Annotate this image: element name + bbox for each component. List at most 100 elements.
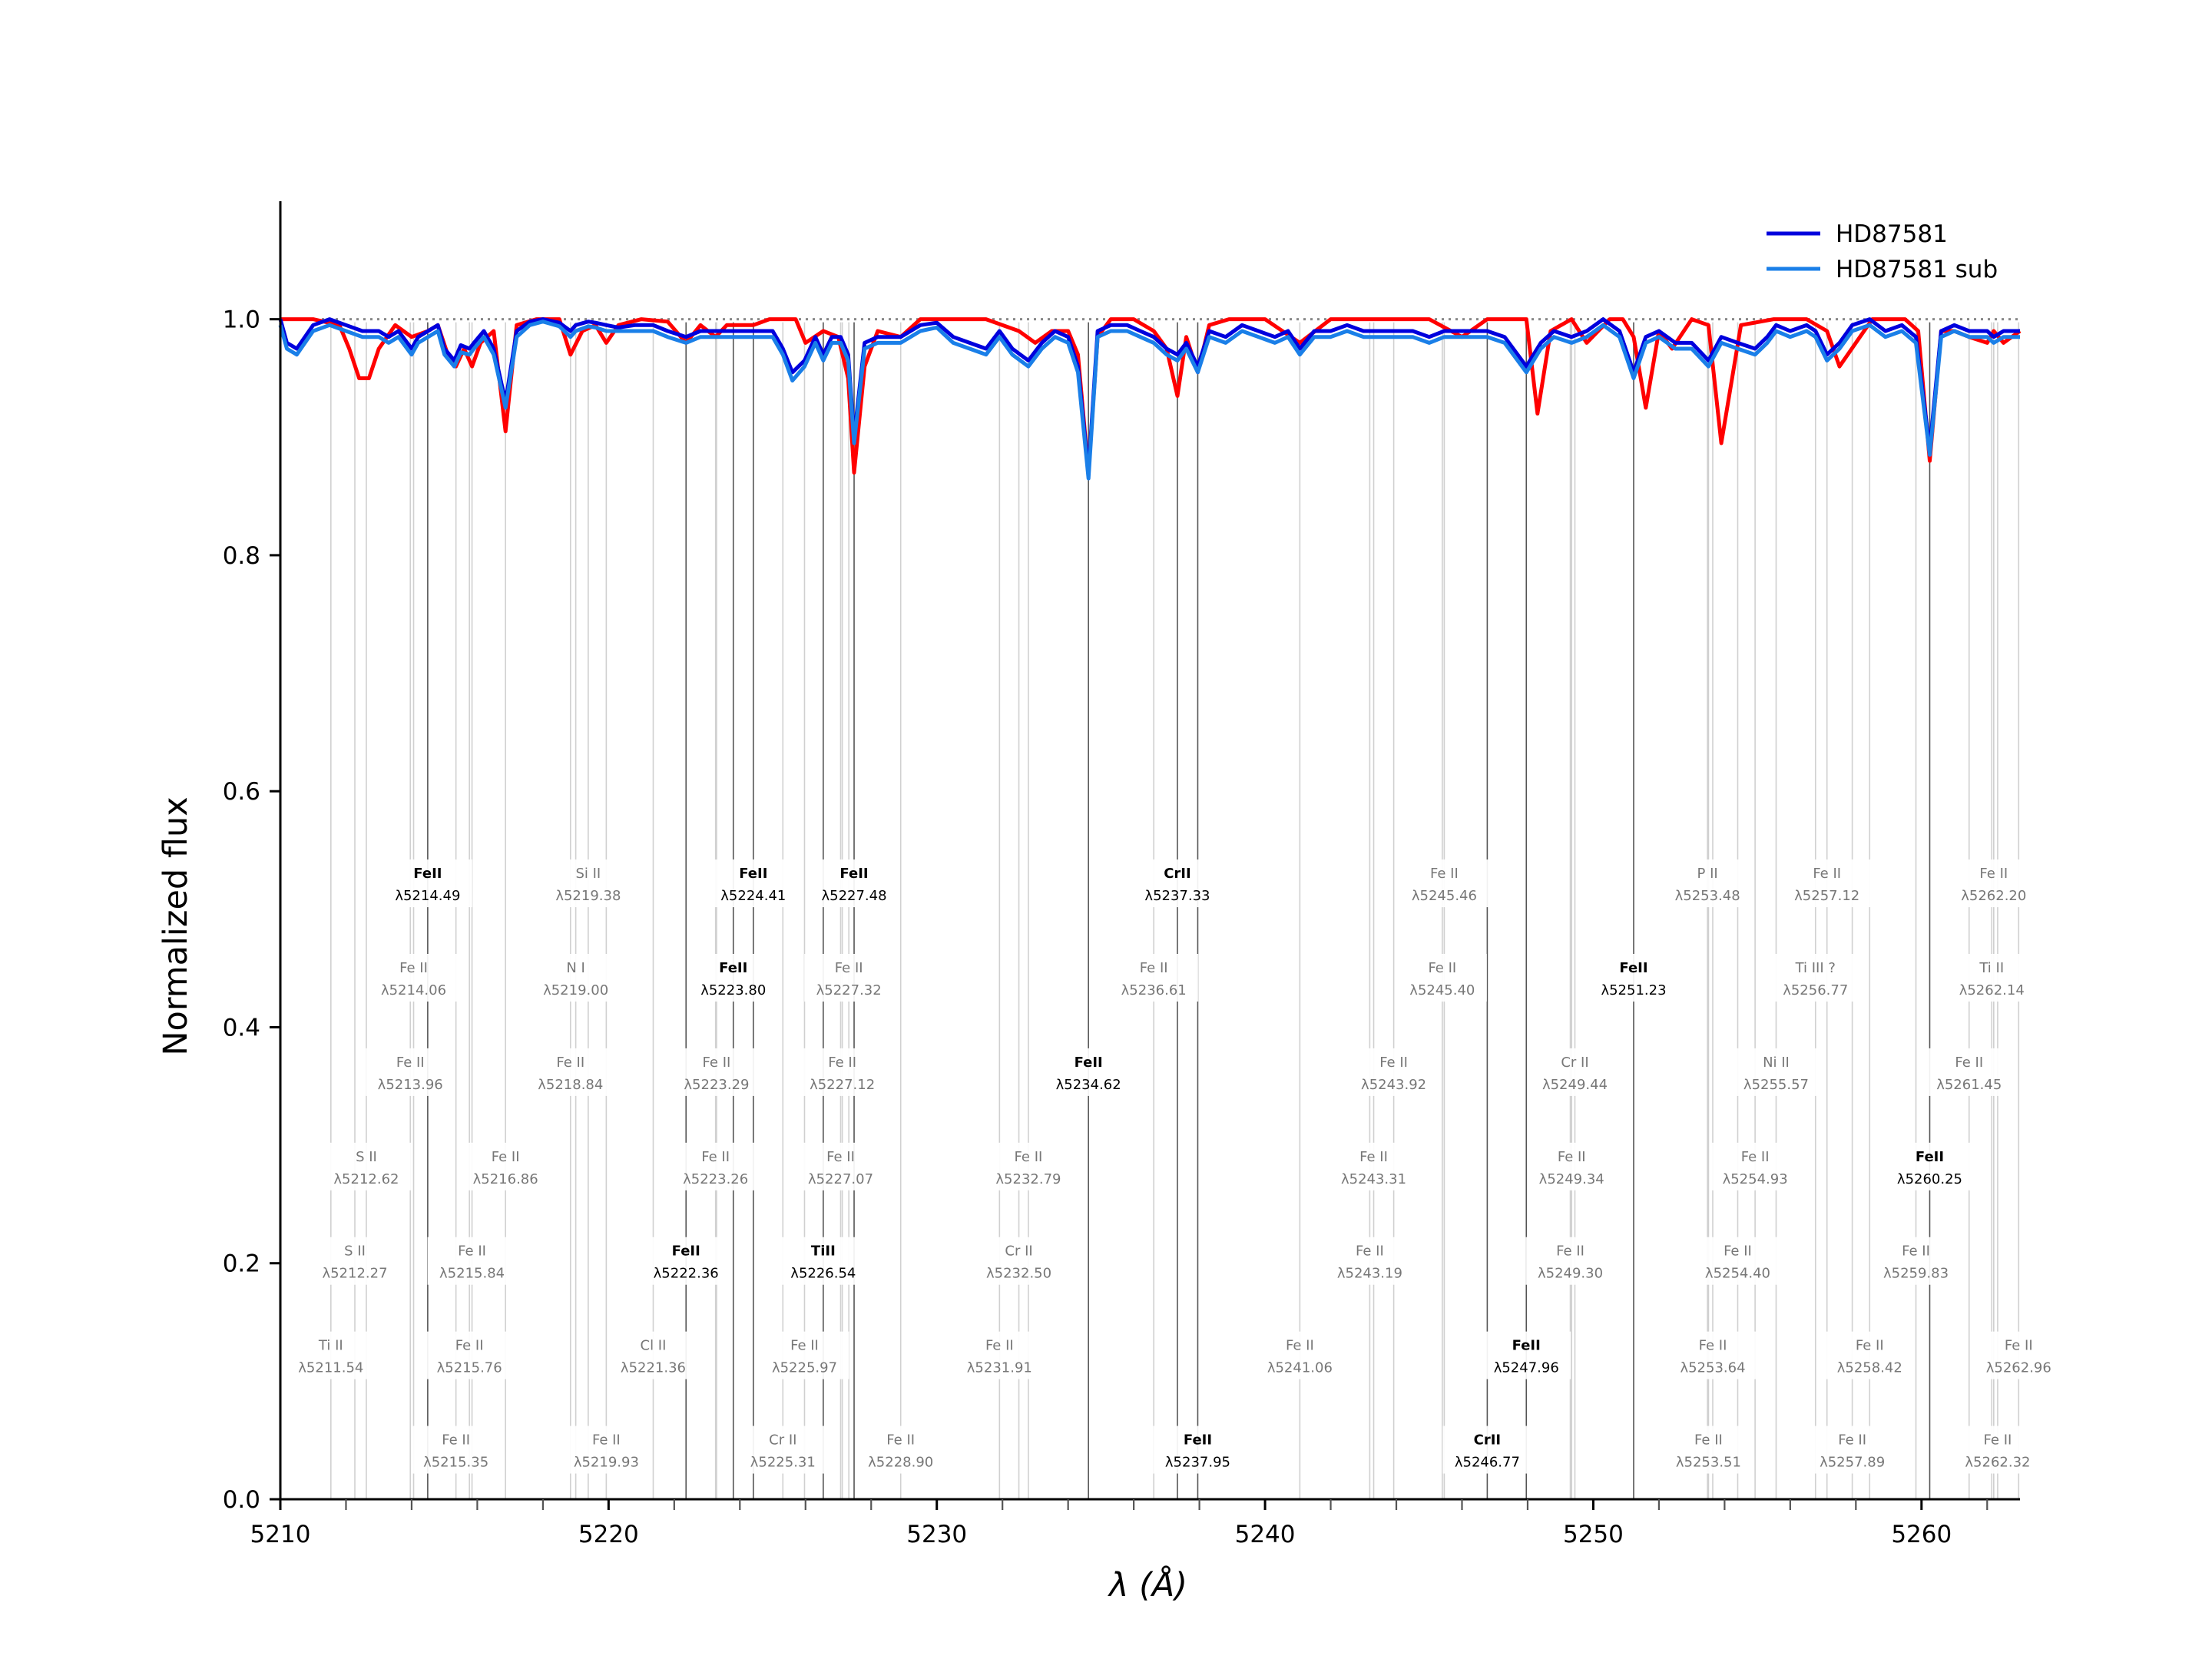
line-label-element: Fe II bbox=[1015, 1149, 1043, 1165]
line-label-box bbox=[983, 1142, 1073, 1190]
line-label-element: Fe II bbox=[1699, 1338, 1727, 1354]
line-label-element: Si II bbox=[575, 866, 601, 882]
line-label-wavelength: λ5225.97 bbox=[772, 1360, 837, 1376]
line-label-wavelength: λ5222.36 bbox=[654, 1266, 719, 1282]
line-label-wavelength: λ5215.76 bbox=[437, 1360, 502, 1376]
y-tick-label: 0.8 bbox=[223, 542, 260, 570]
line-label-wavelength: λ5228.90 bbox=[868, 1455, 933, 1471]
line-label-box bbox=[1924, 1048, 2014, 1096]
line-label-wavelength: λ5257.89 bbox=[1820, 1455, 1885, 1471]
line-label-box bbox=[796, 1142, 886, 1190]
line-label-box bbox=[286, 1331, 376, 1379]
line-label-wavelength: λ5225.31 bbox=[750, 1455, 816, 1471]
line-label-wavelength: λ5216.86 bbox=[473, 1171, 538, 1187]
line-label-element: S II bbox=[344, 1243, 366, 1260]
line-label-box bbox=[561, 1426, 651, 1474]
line-label-element: Fe II bbox=[396, 1055, 425, 1071]
line-label-element: FeII bbox=[413, 866, 442, 882]
line-label-element: Fe II bbox=[790, 1338, 819, 1354]
line-label-wavelength: λ5227.48 bbox=[821, 888, 886, 904]
line-label-box bbox=[382, 859, 472, 908]
line-label-box bbox=[955, 1331, 1045, 1379]
line-label-element: Fe II bbox=[1838, 1432, 1866, 1449]
line-label-box bbox=[1349, 1048, 1439, 1096]
line-label-wavelength: λ5254.40 bbox=[1705, 1266, 1770, 1282]
line-label-wavelength: λ5211.54 bbox=[298, 1360, 363, 1376]
line-label-wavelength: λ5249.34 bbox=[1539, 1171, 1604, 1187]
line-label-wavelength: λ5256.77 bbox=[1783, 982, 1848, 998]
line-label-wavelength: λ5223.80 bbox=[700, 982, 766, 998]
line-label-box bbox=[1807, 1426, 1897, 1474]
line-label-wavelength: λ5224.41 bbox=[720, 888, 786, 904]
line-label-wavelength: λ5223.26 bbox=[683, 1171, 748, 1187]
line-label-wavelength: λ5232.79 bbox=[995, 1171, 1061, 1187]
line-label-box bbox=[1325, 1237, 1415, 1285]
line-label-element: N I bbox=[566, 960, 585, 976]
line-label-wavelength: λ5262.96 bbox=[1986, 1360, 2051, 1376]
line-label-wavelength: λ5245.40 bbox=[1409, 982, 1475, 998]
line-label-element: Cr II bbox=[769, 1432, 796, 1449]
line-label-box bbox=[708, 859, 798, 908]
axes: 0.0 0.2 0.4 0.6 0.8 1.0 5210 5220 5230 5240 5250 52… bbox=[223, 201, 2020, 1548]
line-label-wavelength: λ5245.46 bbox=[1412, 888, 1477, 904]
line-label-element: Fe II bbox=[2005, 1338, 2033, 1354]
line-label-element: Cr II bbox=[1561, 1055, 1588, 1071]
line-label-wavelength: λ5215.35 bbox=[423, 1455, 488, 1471]
line-label-box bbox=[1782, 859, 1872, 908]
x-axis-label: λ (Å) bbox=[1108, 1565, 1187, 1604]
line-label-element: Ti III ? bbox=[1795, 960, 1836, 976]
line-label-element: Fe II bbox=[458, 1243, 486, 1260]
line-label-wavelength: λ5262.32 bbox=[1965, 1455, 2030, 1471]
line-label-wavelength: λ5223.29 bbox=[684, 1077, 749, 1093]
line-label-box bbox=[1667, 1331, 1757, 1379]
x-tick-label: 5220 bbox=[578, 1521, 639, 1548]
line-label-wavelength: λ5237.95 bbox=[1165, 1455, 1230, 1471]
line-label-wavelength: λ5219.93 bbox=[574, 1455, 639, 1471]
line-label-element: FeII bbox=[1075, 1055, 1103, 1071]
line-label-element: CrII bbox=[1164, 866, 1190, 882]
line-label-element: Fe II bbox=[1813, 866, 1841, 882]
line-label-wavelength: λ5262.14 bbox=[1959, 982, 2025, 998]
line-label-wavelength: λ5218.84 bbox=[538, 1077, 603, 1093]
line-label-box bbox=[671, 1048, 761, 1096]
line-label-element: Fe II bbox=[1694, 1432, 1723, 1449]
line-label-element: Fe II bbox=[1379, 1055, 1408, 1071]
line-label-box bbox=[310, 1237, 400, 1285]
line-label-element: Fe II bbox=[985, 1338, 1014, 1354]
line-label-box bbox=[1153, 1426, 1243, 1474]
line-label-box bbox=[1255, 1331, 1345, 1379]
line-label-box bbox=[1731, 1048, 1821, 1096]
legend: HD87581 HD87581 sub bbox=[1767, 220, 1998, 283]
line-label-box bbox=[1885, 1142, 1975, 1190]
line-label-wavelength: λ5219.38 bbox=[555, 888, 621, 904]
y-tick-label: 0.0 bbox=[223, 1486, 260, 1514]
line-label-element: Fe II bbox=[492, 1149, 520, 1165]
series-group bbox=[278, 317, 2022, 481]
line-label-box bbox=[1525, 1237, 1615, 1285]
legend-label: HD87581 sub bbox=[1836, 256, 1998, 283]
line-label-element: Fe II bbox=[1979, 866, 2008, 882]
line-label-wavelength: λ5227.07 bbox=[808, 1171, 873, 1187]
series-line-1 bbox=[278, 320, 2020, 481]
line-label-wavelength: λ5214.49 bbox=[395, 888, 460, 904]
x-tick-label: 5250 bbox=[1563, 1521, 1624, 1548]
line-label-element: Fe II bbox=[455, 1338, 484, 1354]
line-label-wavelength: λ5247.96 bbox=[1494, 1360, 1559, 1376]
y-axis-label: Normalized flux bbox=[157, 796, 195, 1055]
line-label-wavelength: λ5261.45 bbox=[1936, 1077, 2002, 1093]
line-label-wavelength: λ5243.19 bbox=[1337, 1266, 1402, 1282]
line-label-box bbox=[1693, 1237, 1783, 1285]
line-label-box bbox=[778, 1237, 868, 1285]
line-label-box bbox=[797, 1048, 887, 1096]
line-label-wavelength: λ5212.27 bbox=[322, 1266, 387, 1282]
line-label-wavelength: λ5249.44 bbox=[1542, 1077, 1608, 1093]
line-label-wavelength: λ5215.84 bbox=[439, 1266, 505, 1282]
line-label-element: FeII bbox=[1512, 1338, 1541, 1354]
line-label-box bbox=[974, 1237, 1064, 1285]
line-label-wavelength: λ5253.51 bbox=[1676, 1455, 1741, 1471]
line-label-box bbox=[531, 954, 621, 1002]
line-label-element: Fe II bbox=[835, 960, 863, 976]
line-label-wavelength: λ5243.92 bbox=[1361, 1077, 1426, 1093]
line-label-element: FeII bbox=[1619, 960, 1647, 976]
line-label-box bbox=[641, 1237, 731, 1285]
